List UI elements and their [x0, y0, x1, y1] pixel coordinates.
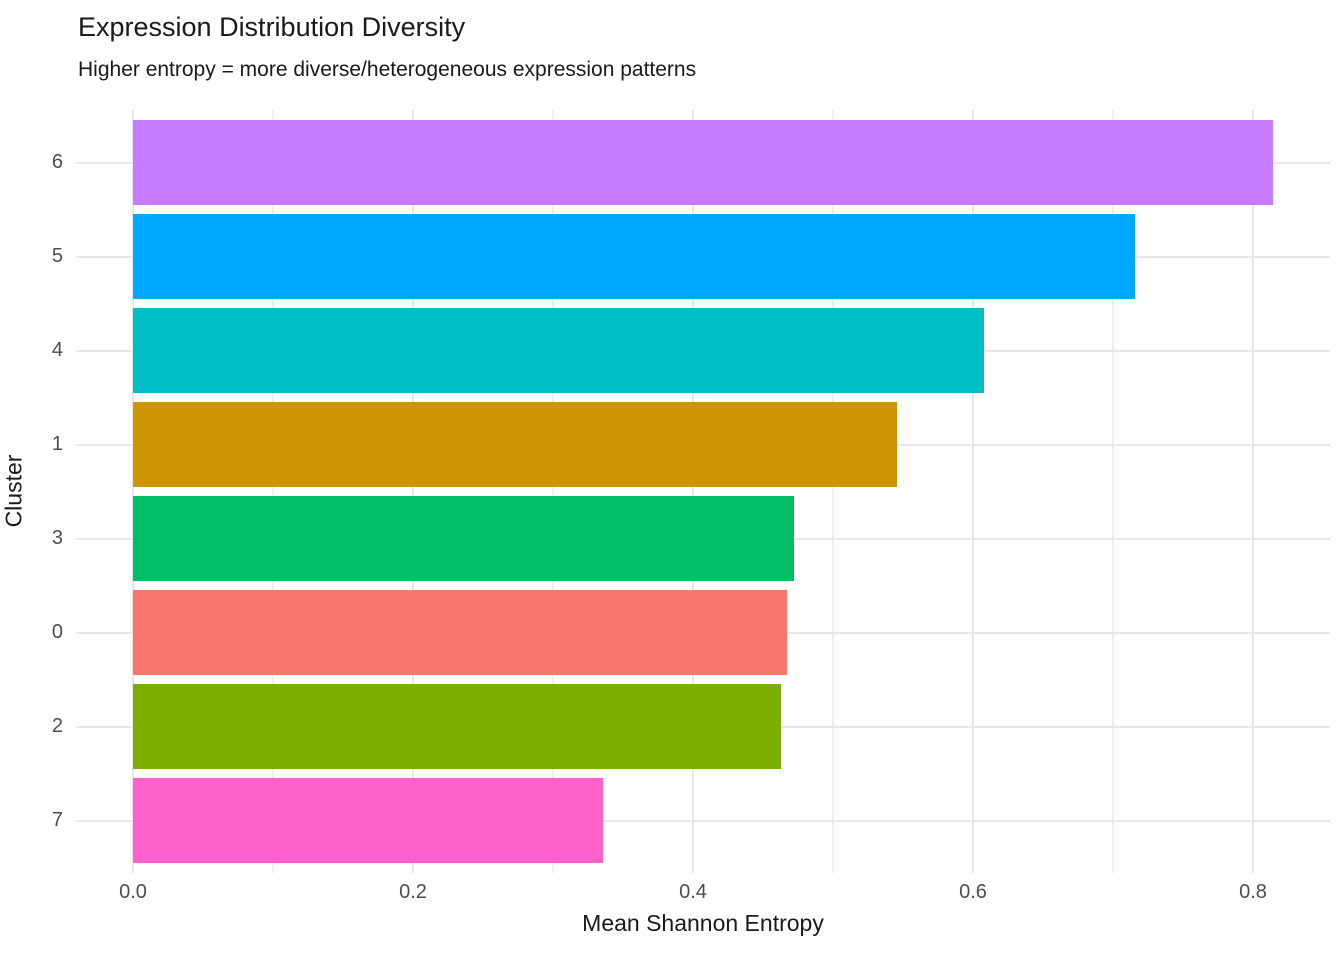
minor-gridline — [832, 110, 834, 873]
y-tick-label: 4 — [51, 339, 63, 361]
y-tick-label: 3 — [51, 527, 63, 549]
plot-panel — [76, 110, 1330, 873]
bar-cluster-0 — [133, 590, 787, 675]
bar-cluster-1 — [133, 402, 897, 487]
bar-cluster-7 — [133, 778, 603, 863]
minor-gridline — [552, 110, 554, 873]
minor-gridline — [1112, 110, 1114, 873]
minor-gridline — [272, 110, 274, 873]
bar-cluster-6 — [133, 120, 1273, 205]
bar-cluster-5 — [133, 214, 1135, 299]
x-tick-label: 0.0 — [119, 881, 147, 903]
y-tick-label: 7 — [51, 809, 63, 831]
major-gridline — [412, 110, 414, 873]
x-axis-title: Mean Shannon Entropy — [582, 910, 824, 936]
chart-subtitle: Higher entropy = more diverse/heterogene… — [78, 58, 697, 81]
major-gridline — [132, 110, 134, 873]
y-axis-title-text: Cluster — [0, 454, 27, 528]
major-gridline — [692, 110, 694, 873]
y-tick-label: 5 — [51, 245, 63, 267]
major-gridline — [972, 110, 974, 873]
major-gridline — [1252, 110, 1254, 873]
x-tick-label: 0.6 — [959, 881, 987, 903]
x-tick-label: 0.4 — [679, 881, 707, 903]
bar-cluster-3 — [133, 496, 794, 581]
chart-title: Expression Distribution Diversity — [78, 12, 466, 42]
y-tick-label: 0 — [51, 621, 63, 643]
bar-cluster-2 — [133, 684, 781, 769]
x-tick-label: 0.2 — [399, 881, 427, 903]
bar-cluster-4 — [133, 308, 984, 393]
category-gridline — [76, 819, 1330, 822]
y-tick-label: 6 — [51, 151, 63, 173]
y-tick-label: 2 — [51, 715, 63, 737]
y-tick-label: 1 — [51, 433, 63, 455]
x-tick-label: 0.8 — [1239, 881, 1267, 903]
